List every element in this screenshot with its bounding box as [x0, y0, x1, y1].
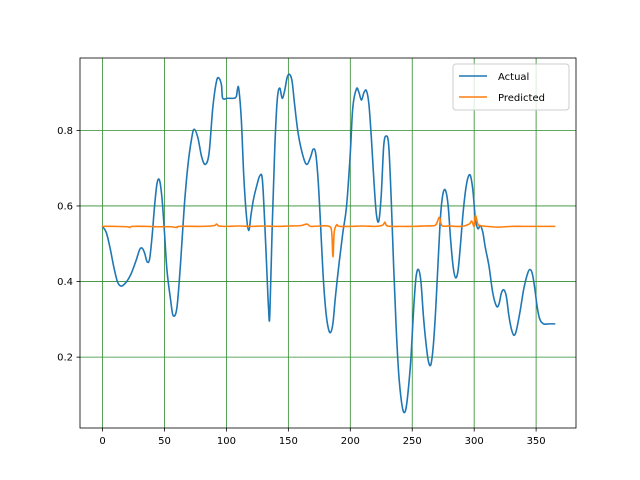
y-tick-label: 0.8: [57, 126, 73, 137]
x-tick-label: 350: [527, 436, 546, 447]
x-tick-label: 250: [403, 436, 422, 447]
y-tick-label: 0.4: [57, 277, 73, 288]
x-tick-label: 300: [465, 436, 484, 447]
series-lines: [101, 73, 556, 414]
legend-label-actual: Actual: [498, 72, 529, 83]
plot-frame: [79, 57, 577, 429]
y-tick-label: 0.2: [57, 353, 73, 364]
y-tick-label: 0.6: [57, 201, 73, 212]
x-tick-label: 100: [217, 436, 236, 447]
x-tick-label: 0: [99, 436, 105, 447]
x-tick-label: 200: [341, 436, 360, 447]
x-tick-label: 50: [158, 436, 171, 447]
series-line-actual: [101, 73, 556, 414]
series-line-predicted: [101, 214, 556, 258]
axis-ticks: 0 50 100 150 200 250 300 350 0.2 0.4 0.6 0.8: [57, 126, 546, 447]
legend-label-predicted: Predicted: [498, 93, 545, 104]
legend: Actual Predicted: [452, 63, 570, 111]
x-tick-label: 150: [279, 436, 298, 447]
